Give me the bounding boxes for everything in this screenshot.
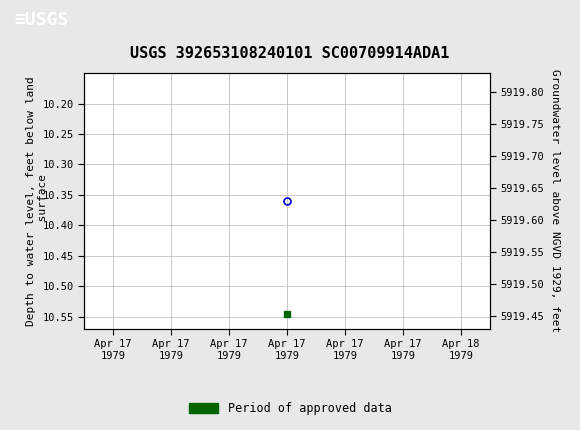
Legend: Period of approved data: Period of approved data	[184, 397, 396, 420]
Y-axis label: Groundwater level above NGVD 1929, feet: Groundwater level above NGVD 1929, feet	[550, 69, 560, 333]
Text: ≡USGS: ≡USGS	[14, 12, 69, 29]
Y-axis label: Depth to water level, feet below land
 surface: Depth to water level, feet below land su…	[26, 76, 48, 326]
Text: USGS 392653108240101 SC00709914ADA1: USGS 392653108240101 SC00709914ADA1	[130, 46, 450, 61]
